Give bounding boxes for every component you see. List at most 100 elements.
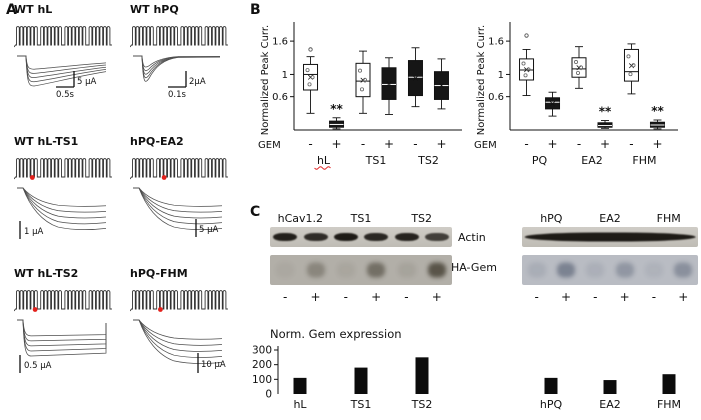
mean-marker: × <box>549 99 557 109</box>
channel-cartoon <box>130 158 228 180</box>
actin-band <box>273 233 298 241</box>
mean-marker: × <box>359 76 367 86</box>
hagem-band <box>645 262 663 278</box>
significance-marker: ** <box>330 102 343 116</box>
channel-topology-path <box>14 158 112 180</box>
western-blot-left: hCav1.2 TS1 TS2 - + - + - + <box>270 212 452 304</box>
channel-cartoon <box>130 290 228 312</box>
lane-sign: - <box>593 290 598 304</box>
box-PQ-minus: × <box>519 33 535 97</box>
lane-sign: + <box>560 290 572 304</box>
lane-sign: + <box>310 290 321 304</box>
y-axis-label: Normalized Peak Curr. <box>260 25 271 135</box>
hagem-band <box>336 262 355 278</box>
lane-sign: - <box>651 290 657 304</box>
hagem-blot <box>522 255 698 285</box>
group-label: hL <box>317 154 331 167</box>
hagem-row-label: HA-Gem <box>451 261 497 274</box>
channel-topology-path <box>130 158 228 180</box>
significance-marker: ** <box>651 104 664 118</box>
hagem-band <box>674 262 693 278</box>
mean-marker: × <box>412 74 420 84</box>
gem-sign-label: - <box>308 137 312 151</box>
bar-y-tick-label: 300 <box>252 345 272 357</box>
lane-sign: + <box>619 290 630 304</box>
subpanel-title: WT hL-TS1 <box>14 135 79 148</box>
scale-label-time: 0.1s <box>168 90 187 100</box>
blot-header: TS2 <box>411 212 433 225</box>
subpanel-4: WT hL-TS2 0.5 µA <box>14 267 120 381</box>
blot-header: TS1 <box>350 212 372 225</box>
current-traces: 10 µA <box>133 319 226 373</box>
hagem-band <box>615 262 634 278</box>
gem-sign-label: + <box>547 137 557 151</box>
bar-category-label: FHM <box>657 398 681 411</box>
mean-marker: × <box>438 82 446 92</box>
box-EA2-minus: × <box>571 46 587 89</box>
actin-blot <box>270 227 452 247</box>
bar-hPQ <box>544 377 558 394</box>
box-TS2-minus: × <box>407 47 423 108</box>
gem-axis-label: GEM <box>258 140 281 151</box>
outlier-point <box>524 33 529 38</box>
gem-sign-label: - <box>577 137 581 151</box>
box-hL-minus: × <box>303 47 319 114</box>
red-underline <box>314 166 331 170</box>
gem-sign-label: - <box>524 137 528 151</box>
hagem-band <box>276 262 295 278</box>
blot-header: FHM <box>656 212 681 225</box>
subpanel-title: WT hPQ <box>130 3 179 16</box>
lane-signs: - + - + - + <box>270 290 452 304</box>
actin-band <box>333 233 358 241</box>
bar-category-label: TS2 <box>411 398 433 411</box>
lane-sign: - <box>404 290 409 304</box>
bar-hL <box>293 377 307 394</box>
channel-topology-path <box>130 290 228 312</box>
channel-cartoon <box>14 290 112 312</box>
significance-marker: ** <box>599 105 612 119</box>
subpanel-0: WT hL 5 µA 0.5s <box>14 3 120 117</box>
blot-headers: hPQ EA2 FHM <box>522 212 698 225</box>
bar-y-tick-label: 200 <box>252 359 272 371</box>
group-label: TS2 <box>417 154 439 167</box>
mutation-dot <box>158 307 163 312</box>
y-axis-label: Normalized Peak Curr. <box>476 25 487 135</box>
subpanel-2: WT hL-TS1 1 µA <box>14 135 120 249</box>
hagem-band <box>367 262 386 278</box>
blot-header: hPQ <box>540 212 563 225</box>
gem-sign-label: + <box>331 137 341 151</box>
bar-FHM <box>662 374 676 394</box>
gem-sign-label: - <box>629 137 633 151</box>
scale-label-time: 0.5s <box>56 90 75 100</box>
bar-category-label: hL <box>293 398 307 411</box>
lane-sign: - <box>282 290 288 304</box>
gem-expression-bar-chart: Norm. Gem expression 300 200 100 0 hL TS1 TS2 hP… <box>252 327 681 411</box>
panel-a: A WT hL 5 µA 0.5s WT hPQ 2µA 0.1s WT hL-TS1 1 µ… <box>0 0 242 420</box>
scale-label-vertical: 10 µA <box>201 360 226 370</box>
gem-sign-label: + <box>652 137 662 151</box>
outlier-point <box>308 47 313 52</box>
panel-b-label: B <box>250 2 261 18</box>
current-traces: 1 µA <box>17 187 107 239</box>
y-tick-label: 0.6 <box>488 92 504 103</box>
gem-axis-label: GEM <box>474 140 497 151</box>
hagem-blot <box>270 255 452 285</box>
lane-sign: - <box>534 290 539 304</box>
bar-category-label: EA2 <box>599 398 620 411</box>
box-EA2-plus <box>597 120 613 129</box>
mutation-dot <box>32 307 38 312</box>
hagem-band <box>427 262 446 278</box>
actin-band-continuous <box>524 232 696 242</box>
actin-band <box>303 233 328 241</box>
current-traces: 0.5 µA <box>17 319 107 373</box>
bar-y-tick-label: 100 <box>252 374 272 386</box>
lane-sign: + <box>431 290 442 304</box>
channel-topology-path <box>130 26 228 48</box>
group-label: FHM <box>632 154 656 167</box>
western-blot-right: hPQ EA2 FHM - + - + - + <box>522 212 698 304</box>
subpanel-5: hPQ-FHM 10 µA <box>130 267 236 381</box>
lane-sign: + <box>371 290 382 304</box>
subpanel-title: WT hL-TS2 <box>14 267 79 280</box>
channel-cartoon <box>14 158 112 180</box>
